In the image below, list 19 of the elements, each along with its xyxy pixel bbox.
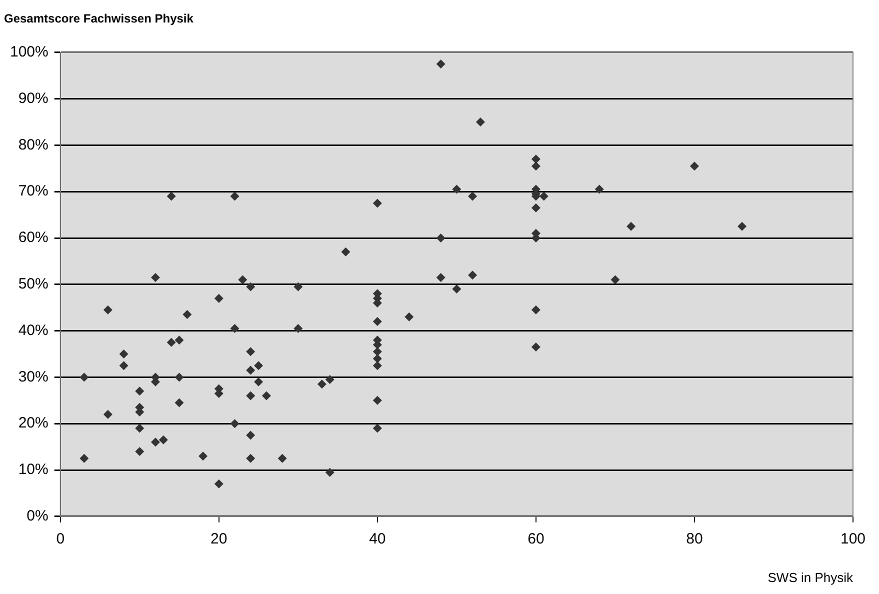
y-tick-label: 10%: [18, 461, 48, 478]
y-tick-label: 40%: [18, 322, 48, 339]
x-tick-label: 0: [56, 530, 65, 548]
x-axis-title: SWS in Physik: [768, 570, 854, 585]
x-tick-label: 40: [369, 530, 386, 548]
chart-title: Gesamtscore Fachwissen Physik: [4, 12, 194, 26]
y-tick-label: 50%: [18, 276, 48, 293]
y-tick-label: 60%: [18, 229, 48, 246]
y-tick-label: 20%: [18, 414, 48, 432]
y-tick-label: 0%: [26, 508, 48, 525]
y-tick-label: 70%: [18, 182, 48, 200]
x-tick-label: 80: [686, 530, 703, 548]
x-tick-label: 60: [528, 530, 544, 548]
x-tick-label: 100: [840, 530, 866, 548]
x-tick-label: 20: [210, 530, 228, 548]
y-tick-label: 80%: [18, 136, 48, 154]
y-tick-label: 100%: [10, 44, 48, 61]
y-tick-label: 90%: [18, 90, 48, 107]
y-tick-label: 30%: [18, 368, 48, 386]
